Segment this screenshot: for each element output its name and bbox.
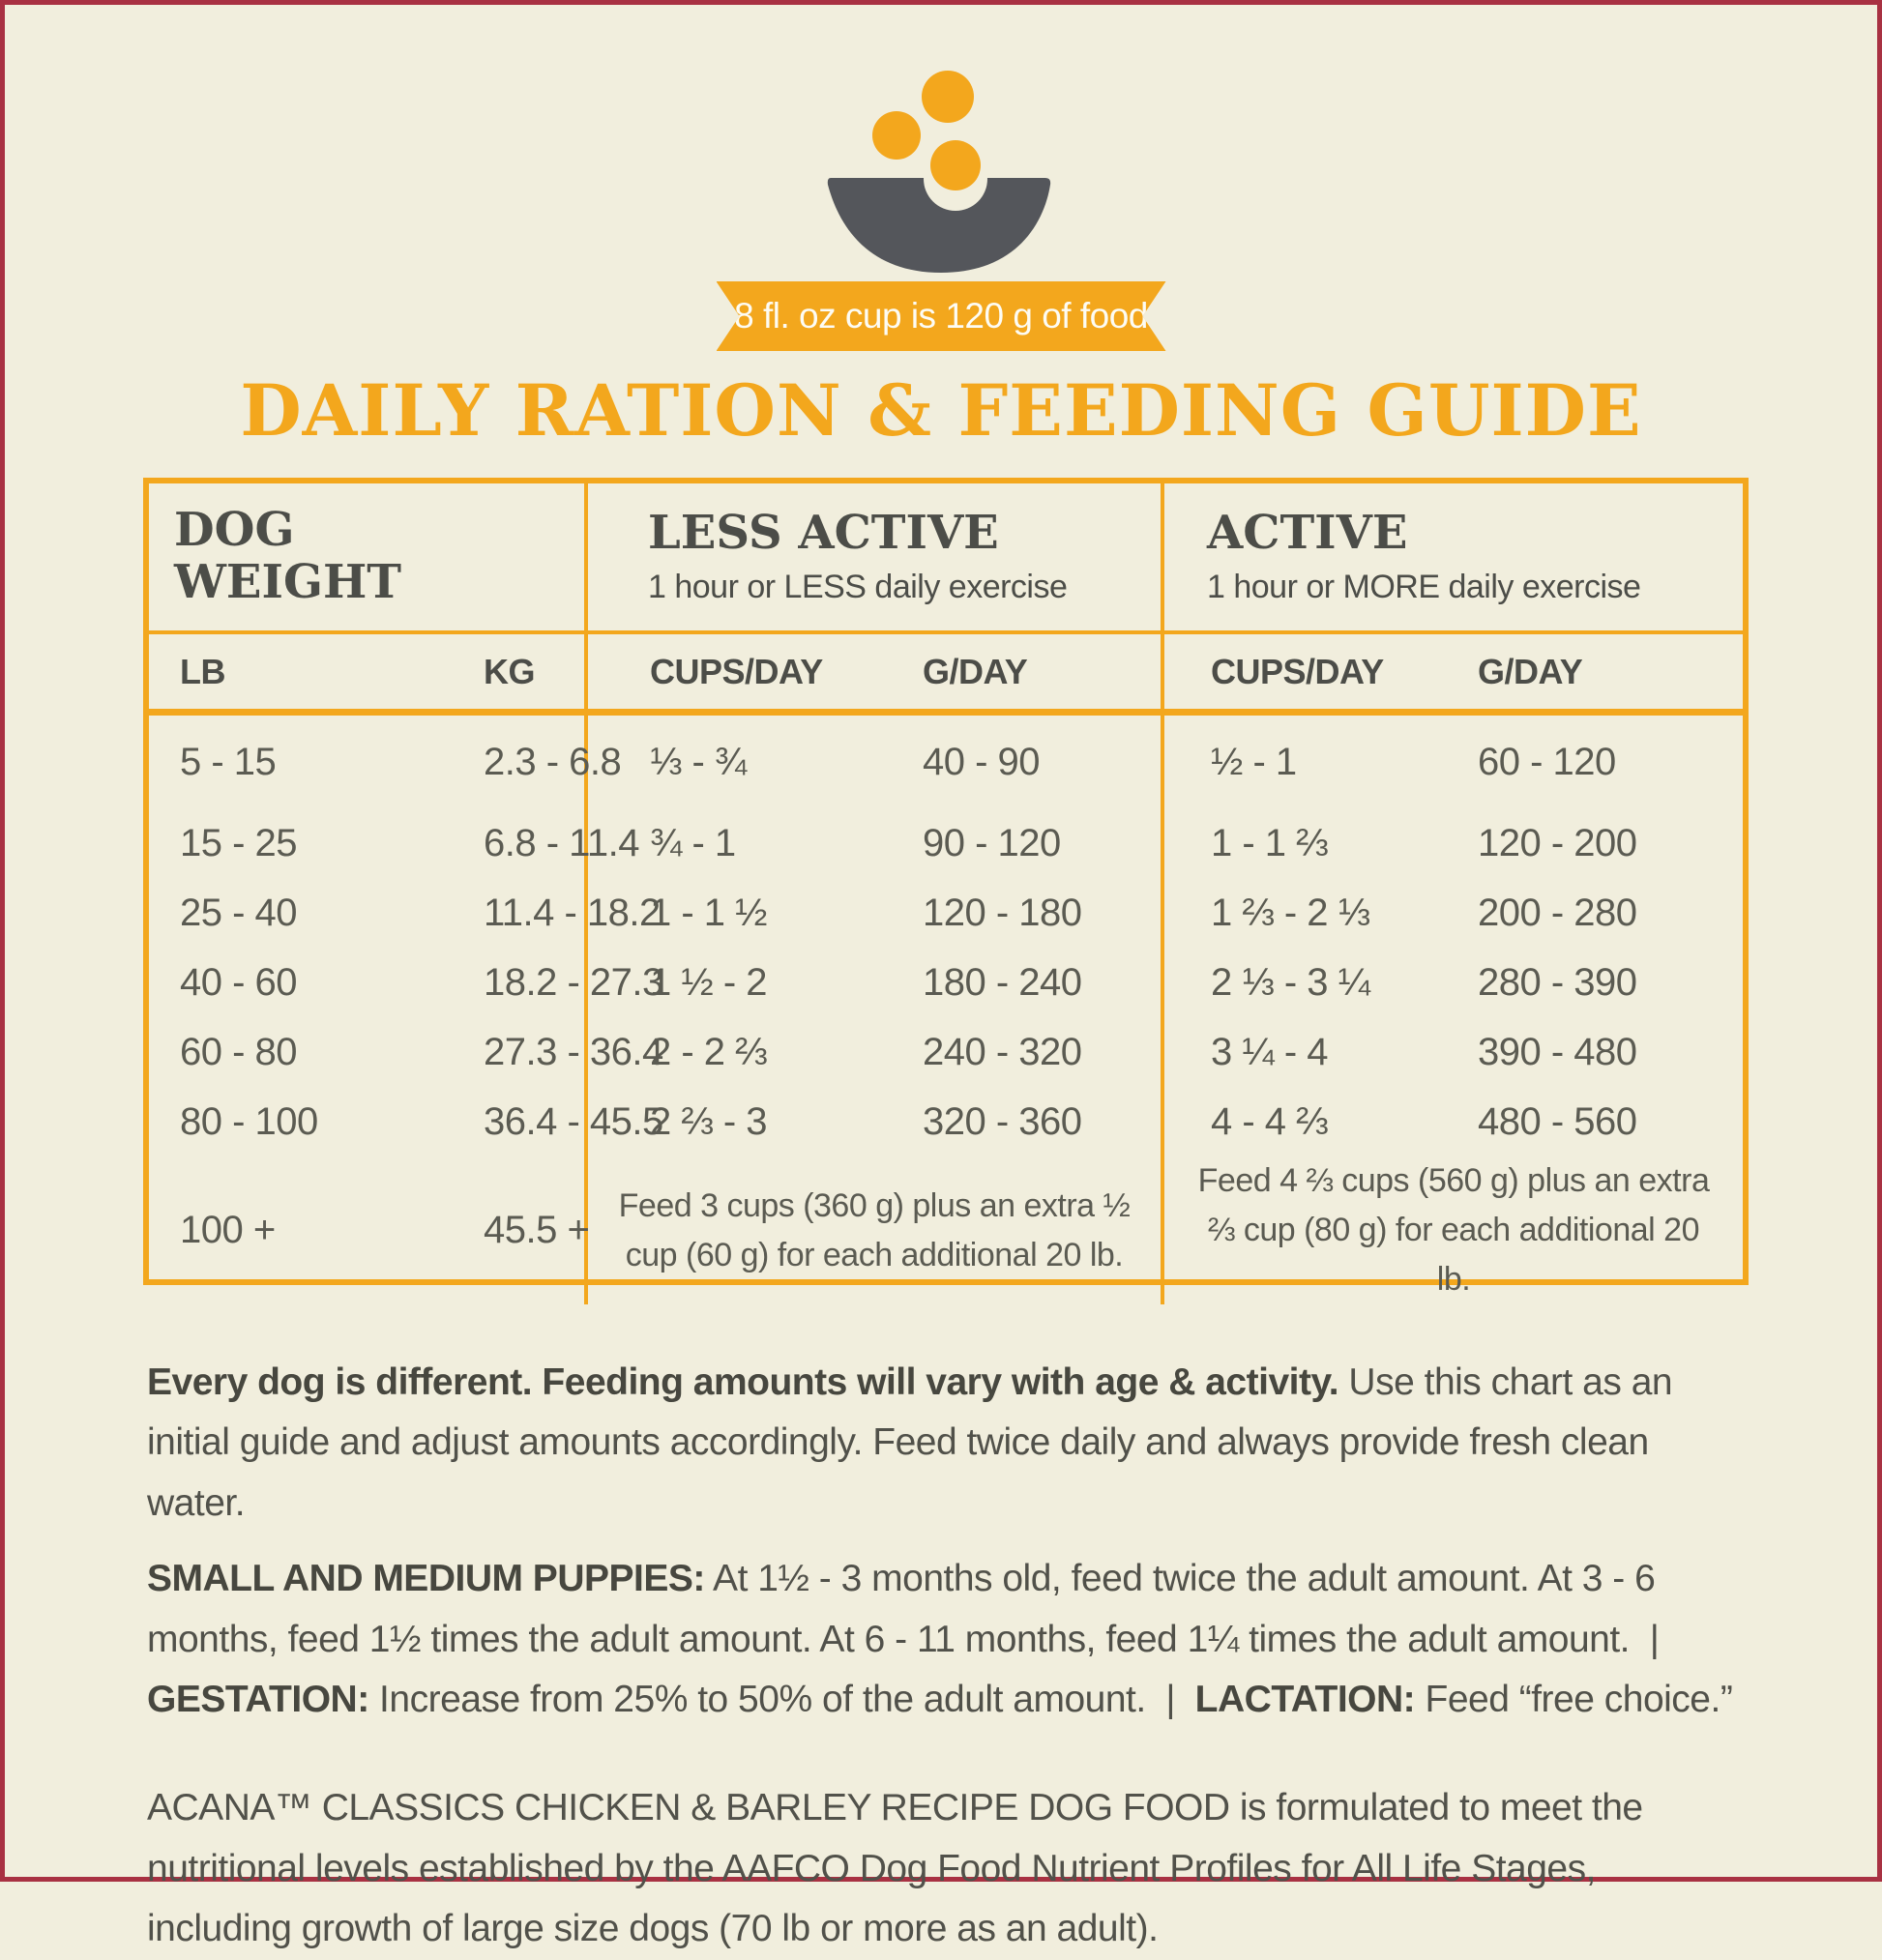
table-cell: 1 - 1 ½ [650, 891, 768, 934]
header-active-title: ACTIVE [1207, 505, 1408, 560]
table-cell: 6.8 - 11.4 [414, 808, 640, 878]
note-general-text: Use this chart as an initial guide and a… [147, 1361, 1673, 1524]
table-cell: 480 - 560 [1478, 1099, 1637, 1143]
table-cell: 60 - 80 [180, 1030, 298, 1073]
table-cell: 11.4 - 18.2 [414, 878, 661, 948]
column-header-la-g: G/DAY [861, 634, 1164, 716]
header-active-subtitle: 1 hour or MORE daily exercise [1207, 569, 1641, 606]
dog-food-bowl-icon [827, 71, 1051, 273]
cup-measure-text: 8 fl. oz cup is 120 g of food [734, 296, 1148, 336]
header-less-active: LESS ACTIVE 1 hour or LESS daily exercis… [588, 483, 1164, 634]
table-cell-kg-100plus: 45.5 + [414, 1156, 590, 1304]
page-title: DAILY RATION & FEEDING GUIDE [240, 369, 1642, 453]
table-cell: 40 - 60 [180, 960, 298, 1004]
column-header-kg: KG [414, 634, 588, 716]
lactation-text: Feed “free choice.” [1415, 1678, 1733, 1720]
table-cell: 27.3 - 36.4 [414, 1017, 663, 1087]
table-cell: 240 - 320 [861, 1017, 1164, 1087]
table-cell: 2.3 - 6.8 [414, 716, 622, 808]
table-cell: 15 - 25 [180, 821, 298, 864]
table-cell: 2 ⅔ - 3 [650, 1099, 768, 1143]
table-cell: 5 - 15 [180, 740, 277, 783]
table-cell: 25 - 40 [180, 891, 298, 934]
header-dog-weight-title: DOG WEIGHT [174, 503, 402, 609]
table-cell: 180 - 240 [861, 948, 1164, 1017]
header-dog-weight: DOG WEIGHT [149, 483, 588, 634]
table-cell: 80 - 100 [180, 1099, 318, 1143]
feeding-table: DOG WEIGHT LESS ACTIVE 1 hour or LESS da… [143, 478, 1749, 1304]
table-cell: ¾ - 1 [650, 821, 736, 864]
note-general-bold: Every dog is different. Feeding amounts … [147, 1361, 1339, 1403]
table-cell: 90 - 120 [861, 808, 1164, 878]
table-cell: 1 ½ - 2 [650, 960, 768, 1004]
header-active: ACTIVE 1 hour or MORE daily exercise [1164, 483, 1743, 634]
table-cell: 3 ¼ - 4 [1211, 1030, 1329, 1073]
hero-section: 8 fl. oz cup is 120 g of food [5, 5, 1877, 351]
table-cell: 4 - 4 ⅔ [1211, 1099, 1329, 1143]
puppies-text: At 1½ - 3 months old, feed twice the adu… [147, 1558, 1669, 1660]
column-header-a-cups: CUPS/DAY [1164, 634, 1443, 716]
table-cell: 200 - 280 [1478, 891, 1637, 934]
table-cell: 390 - 480 [1478, 1030, 1637, 1073]
table-cell: 40 - 90 [861, 716, 1164, 808]
table-cell: 1 - 1 ⅔ [1211, 821, 1329, 864]
table-cell: 120 - 180 [861, 878, 1164, 948]
table-cell: 60 - 120 [1478, 740, 1616, 783]
header-less-active-title: LESS ACTIVE [648, 505, 999, 560]
active-extra-note: Feed 4 ⅔ cups (560 g) plus an extra ⅔ cu… [1197, 1162, 1710, 1298]
table-cell: 320 - 360 [861, 1087, 1164, 1156]
header-less-active-subtitle: 1 hour or LESS daily exercise [648, 569, 1068, 606]
note-aafco-statement: ACANA™ CLASSICS CHICKEN & BARLEY RECIPE … [147, 1787, 1643, 1950]
table-cell: ⅓ - ¾ [650, 740, 747, 783]
table-cell: 280 - 390 [1478, 960, 1637, 1004]
table-cell: 1 ⅔ - 2 ⅓ [1211, 891, 1370, 934]
table-cell-lb-100plus: 100 + [180, 1209, 276, 1251]
table-cell: 36.4 - 45.5 [414, 1087, 663, 1156]
table-cell: 2 - 2 ⅔ [650, 1030, 768, 1073]
table-cell: 120 - 200 [1478, 821, 1637, 864]
puppies-label: SMALL AND MEDIUM PUPPIES: [147, 1558, 705, 1600]
note-puppies-gestation-lactation: SMALL AND MEDIUM PUPPIES: At 1½ - 3 mont… [147, 1549, 1748, 1730]
column-header-lb: LB [149, 634, 414, 716]
column-header-la-cups: CUPS/DAY [588, 634, 861, 716]
lactation-label: LACTATION: [1194, 1678, 1416, 1720]
gestation-label: GESTATION: [147, 1678, 369, 1720]
less-active-extra-note: Feed 3 cups (360 g) plus an extra ½ cup … [588, 1156, 1164, 1304]
table-cell: 18.2 - 27.3 [414, 948, 663, 1017]
cup-measure-banner: 8 fl. oz cup is 120 g of food [717, 281, 1166, 351]
table-cell: ½ - 1 [1211, 740, 1297, 783]
gestation-text: Increase from 25% to 50% of the adult am… [368, 1678, 1195, 1720]
column-header-a-g: G/DAY [1443, 634, 1743, 716]
note-general: Every dog is different. Feeding amounts … [147, 1353, 1748, 1534]
table-cell: 2 ⅓ - 3 ¼ [1211, 960, 1370, 1004]
footnotes-section: Every dog is different. Feeding amounts … [147, 1353, 1748, 1960]
